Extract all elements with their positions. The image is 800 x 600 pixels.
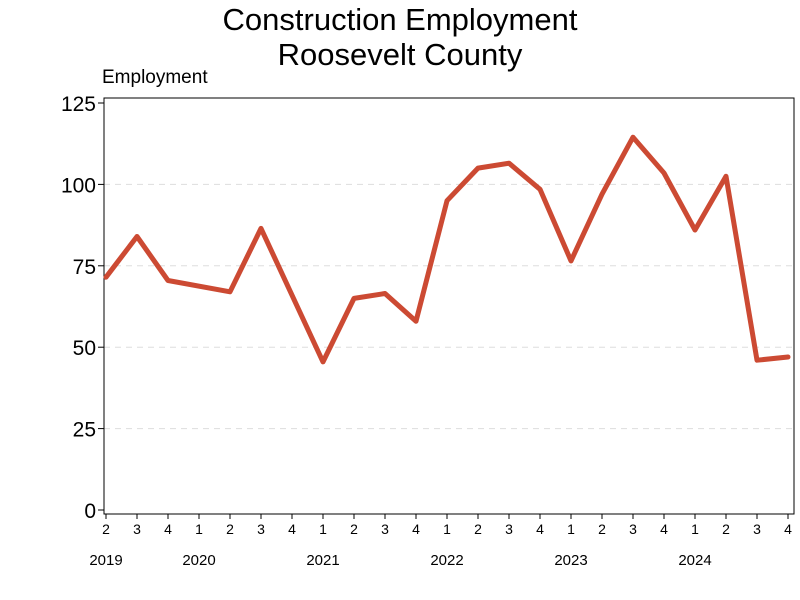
x-tick-label: 2 [226,521,234,537]
x-tick-label: 3 [257,521,265,537]
year-label: 2022 [430,552,463,569]
y-tick-label: 25 [73,419,96,442]
chart-title-line-2: Roosevelt County [277,37,523,72]
data-point [786,354,790,359]
x-tick-label: 2 [722,521,730,537]
x-tick-label: 3 [629,521,637,537]
year-label: 2021 [306,552,339,569]
data-point [383,291,387,296]
year-label: 2023 [554,552,587,569]
data-point [693,227,697,232]
data-point [352,296,356,301]
data-point [166,278,170,283]
data-point [507,161,511,166]
data-point [538,187,542,192]
y-tick-label: 125 [61,93,96,116]
x-tick-label: 4 [660,521,668,537]
x-tick-label: 4 [536,521,544,537]
data-point [569,258,573,263]
x-tick-label: 4 [412,521,420,537]
x-tick-label: 1 [567,521,575,537]
x-tick-label: 1 [443,521,451,537]
y-axis-label: Employment [102,67,208,88]
x-tick-label: 4 [784,521,792,537]
year-label: 2019 [89,552,122,569]
data-point [755,358,759,363]
year-labels: 2019 2020 2021 2022 2023 2024 [89,552,711,569]
data-point [476,166,480,171]
x-tick-label: 4 [164,521,172,537]
data-point [228,289,232,294]
x-tick-label: 1 [319,521,327,537]
x-tick-label: 2 [102,521,110,537]
y-axis: 0 25 50 75 100 125 [61,93,104,523]
data-point [724,174,728,179]
plot-frame [103,97,795,515]
y-tick-label: 50 [73,337,96,360]
data-point [662,171,666,176]
x-tick-label: 3 [505,521,513,537]
x-axis: 2 3 4 1 2 3 4 1 2 3 4 1 2 3 4 1 2 3 4 1 2 3 4 [102,514,792,537]
x-tick-label: 4 [288,521,296,537]
data-point [104,275,108,280]
x-tick-label: 2 [474,521,482,537]
data-point [414,319,418,324]
x-tick-label: 2 [598,521,606,537]
y-tick-label: 0 [84,500,96,523]
data-point [600,192,604,197]
chart-title-line-1: Construction Employment [222,2,578,37]
data-point [135,234,139,239]
year-label: 2020 [182,552,215,569]
data-point [259,226,263,231]
y-tick-label: 75 [73,256,96,279]
series-layer [103,134,791,365]
x-tick-label: 1 [195,521,203,537]
x-tick-label: 2 [350,521,358,537]
x-tick-label: 3 [381,521,389,537]
x-tick-label: 3 [753,521,761,537]
y-tick-label: 100 [61,174,96,197]
x-tick-label: 1 [691,521,699,537]
year-label: 2024 [678,552,711,569]
x-tick-label: 3 [133,521,141,537]
data-point [321,359,325,364]
chart-title: Construction Employment Roosevelt County [0,2,800,72]
grid-lines [104,183,794,430]
data-point [445,198,449,203]
series-line [103,134,791,365]
data-point [631,135,635,140]
